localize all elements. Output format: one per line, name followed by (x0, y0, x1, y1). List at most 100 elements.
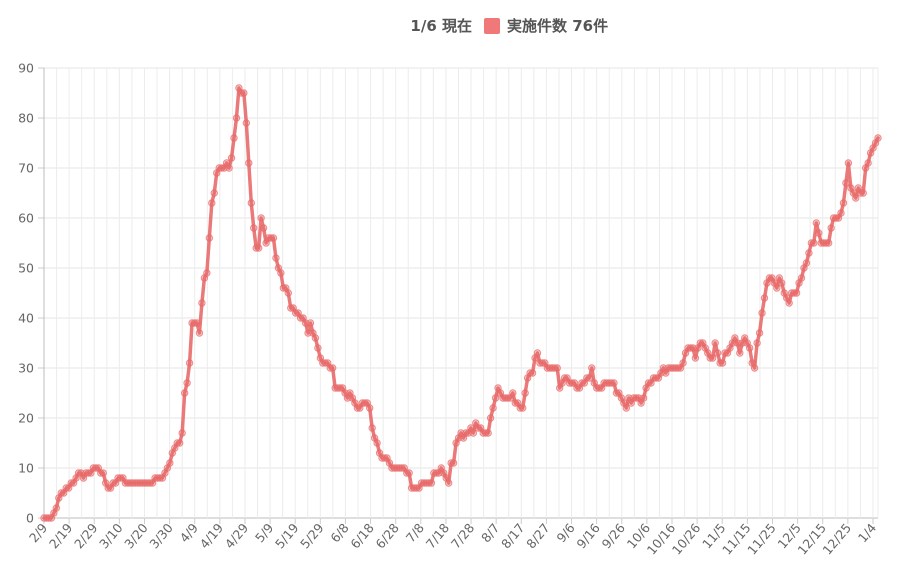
data-point[interactable] (874, 134, 882, 142)
data-point[interactable] (792, 289, 801, 297)
data-point[interactable] (462, 429, 470, 437)
data-point[interactable] (373, 439, 381, 447)
data-point[interactable] (802, 259, 811, 267)
data-point[interactable] (183, 379, 191, 387)
data-point[interactable] (600, 379, 608, 387)
data-point[interactable] (551, 364, 559, 372)
data-point[interactable] (217, 164, 226, 172)
data-point[interactable] (669, 364, 677, 372)
data-point[interactable] (805, 249, 813, 257)
data-point[interactable] (321, 359, 329, 367)
data-point[interactable] (74, 469, 83, 477)
data-point[interactable] (257, 214, 265, 222)
data-point[interactable] (116, 474, 125, 482)
data-point[interactable] (267, 234, 275, 242)
data-point[interactable] (306, 319, 315, 327)
data-point[interactable] (97, 469, 105, 477)
data-point[interactable] (568, 379, 576, 387)
data-point[interactable] (198, 299, 206, 307)
data-point[interactable] (484, 429, 492, 437)
data-point[interactable] (287, 304, 295, 312)
data-point[interactable] (272, 254, 280, 262)
data-point[interactable] (827, 224, 835, 232)
data-point[interactable] (533, 349, 542, 357)
data-point[interactable] (242, 119, 251, 127)
data-point[interactable] (398, 464, 406, 472)
data-point[interactable] (205, 234, 214, 242)
data-point[interactable] (852, 194, 860, 202)
data-point[interactable] (227, 154, 236, 162)
data-point[interactable] (378, 454, 386, 462)
data-point[interactable] (644, 379, 653, 387)
data-point[interactable] (193, 319, 201, 327)
data-point[interactable] (99, 469, 107, 477)
data-point[interactable] (521, 389, 529, 397)
data-point[interactable] (721, 349, 729, 357)
data-point[interactable] (583, 374, 591, 382)
data-point[interactable] (447, 459, 455, 467)
data-point[interactable] (156, 474, 164, 482)
data-point[interactable] (449, 459, 458, 467)
data-point[interactable] (842, 179, 850, 187)
data-point[interactable] (630, 394, 638, 402)
data-point[interactable] (153, 474, 162, 482)
data-point[interactable] (104, 484, 112, 492)
data-point[interactable] (245, 159, 253, 167)
data-point[interactable] (511, 399, 519, 407)
data-point[interactable] (180, 389, 189, 397)
data-point[interactable] (736, 349, 744, 357)
data-point[interactable] (380, 454, 389, 462)
data-point[interactable] (526, 369, 534, 377)
data-point[interactable] (560, 374, 569, 382)
data-point[interactable] (538, 359, 547, 367)
data-point[interactable] (711, 339, 719, 347)
data-point[interactable] (839, 199, 848, 207)
data-point[interactable] (815, 229, 823, 237)
data-point[interactable] (232, 114, 241, 122)
data-point[interactable] (407, 484, 416, 492)
data-point[interactable] (765, 274, 774, 282)
data-point[interactable] (301, 319, 310, 327)
data-point[interactable] (240, 89, 248, 97)
data-point[interactable] (92, 464, 100, 472)
data-point[interactable] (689, 344, 697, 352)
data-point[interactable] (208, 199, 216, 207)
data-point[interactable] (607, 379, 616, 387)
data-point[interactable] (444, 479, 453, 487)
data-point[interactable] (109, 479, 117, 487)
data-point[interactable] (588, 364, 596, 372)
data-point[interactable] (173, 439, 181, 447)
data-point[interactable] (652, 374, 660, 382)
data-point[interactable] (230, 134, 238, 142)
data-point[interactable] (136, 479, 144, 487)
data-point[interactable] (405, 469, 413, 477)
data-point[interactable] (336, 384, 344, 392)
data-point[interactable] (679, 359, 687, 367)
data-point[interactable] (528, 369, 537, 377)
data-point[interactable] (190, 319, 199, 327)
data-point[interactable] (810, 239, 818, 247)
data-point[interactable] (176, 439, 184, 447)
data-point[interactable] (210, 189, 218, 197)
data-point[interactable] (366, 404, 374, 412)
data-point[interactable] (785, 299, 793, 307)
data-point[interactable] (750, 364, 759, 372)
data-point[interactable] (595, 384, 603, 392)
data-point[interactable] (319, 359, 327, 367)
data-point[interactable] (432, 469, 441, 477)
data-point[interactable] (469, 429, 478, 437)
data-point[interactable] (314, 344, 322, 352)
data-point[interactable] (837, 209, 845, 217)
data-point[interactable] (844, 159, 853, 167)
data-point[interactable] (474, 424, 482, 432)
data-point[interactable] (269, 234, 278, 242)
data-point[interactable] (649, 374, 658, 382)
data-point[interactable] (773, 284, 781, 292)
data-point[interactable] (812, 219, 821, 227)
data-point[interactable] (674, 364, 682, 372)
data-point[interactable] (859, 189, 867, 197)
data-point[interactable] (691, 354, 700, 362)
data-point[interactable] (718, 359, 727, 367)
data-point[interactable] (412, 484, 421, 492)
data-point[interactable] (361, 399, 369, 407)
